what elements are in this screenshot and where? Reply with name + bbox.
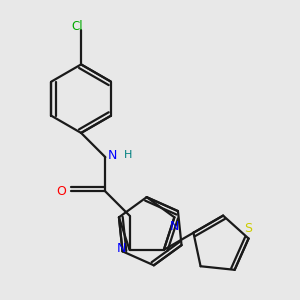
Text: O: O	[56, 185, 66, 198]
Text: H: H	[123, 150, 132, 161]
Text: N: N	[170, 220, 179, 233]
Text: S: S	[244, 222, 253, 236]
Text: Cl: Cl	[72, 20, 83, 33]
Text: N: N	[116, 242, 126, 255]
Text: N: N	[108, 149, 118, 162]
